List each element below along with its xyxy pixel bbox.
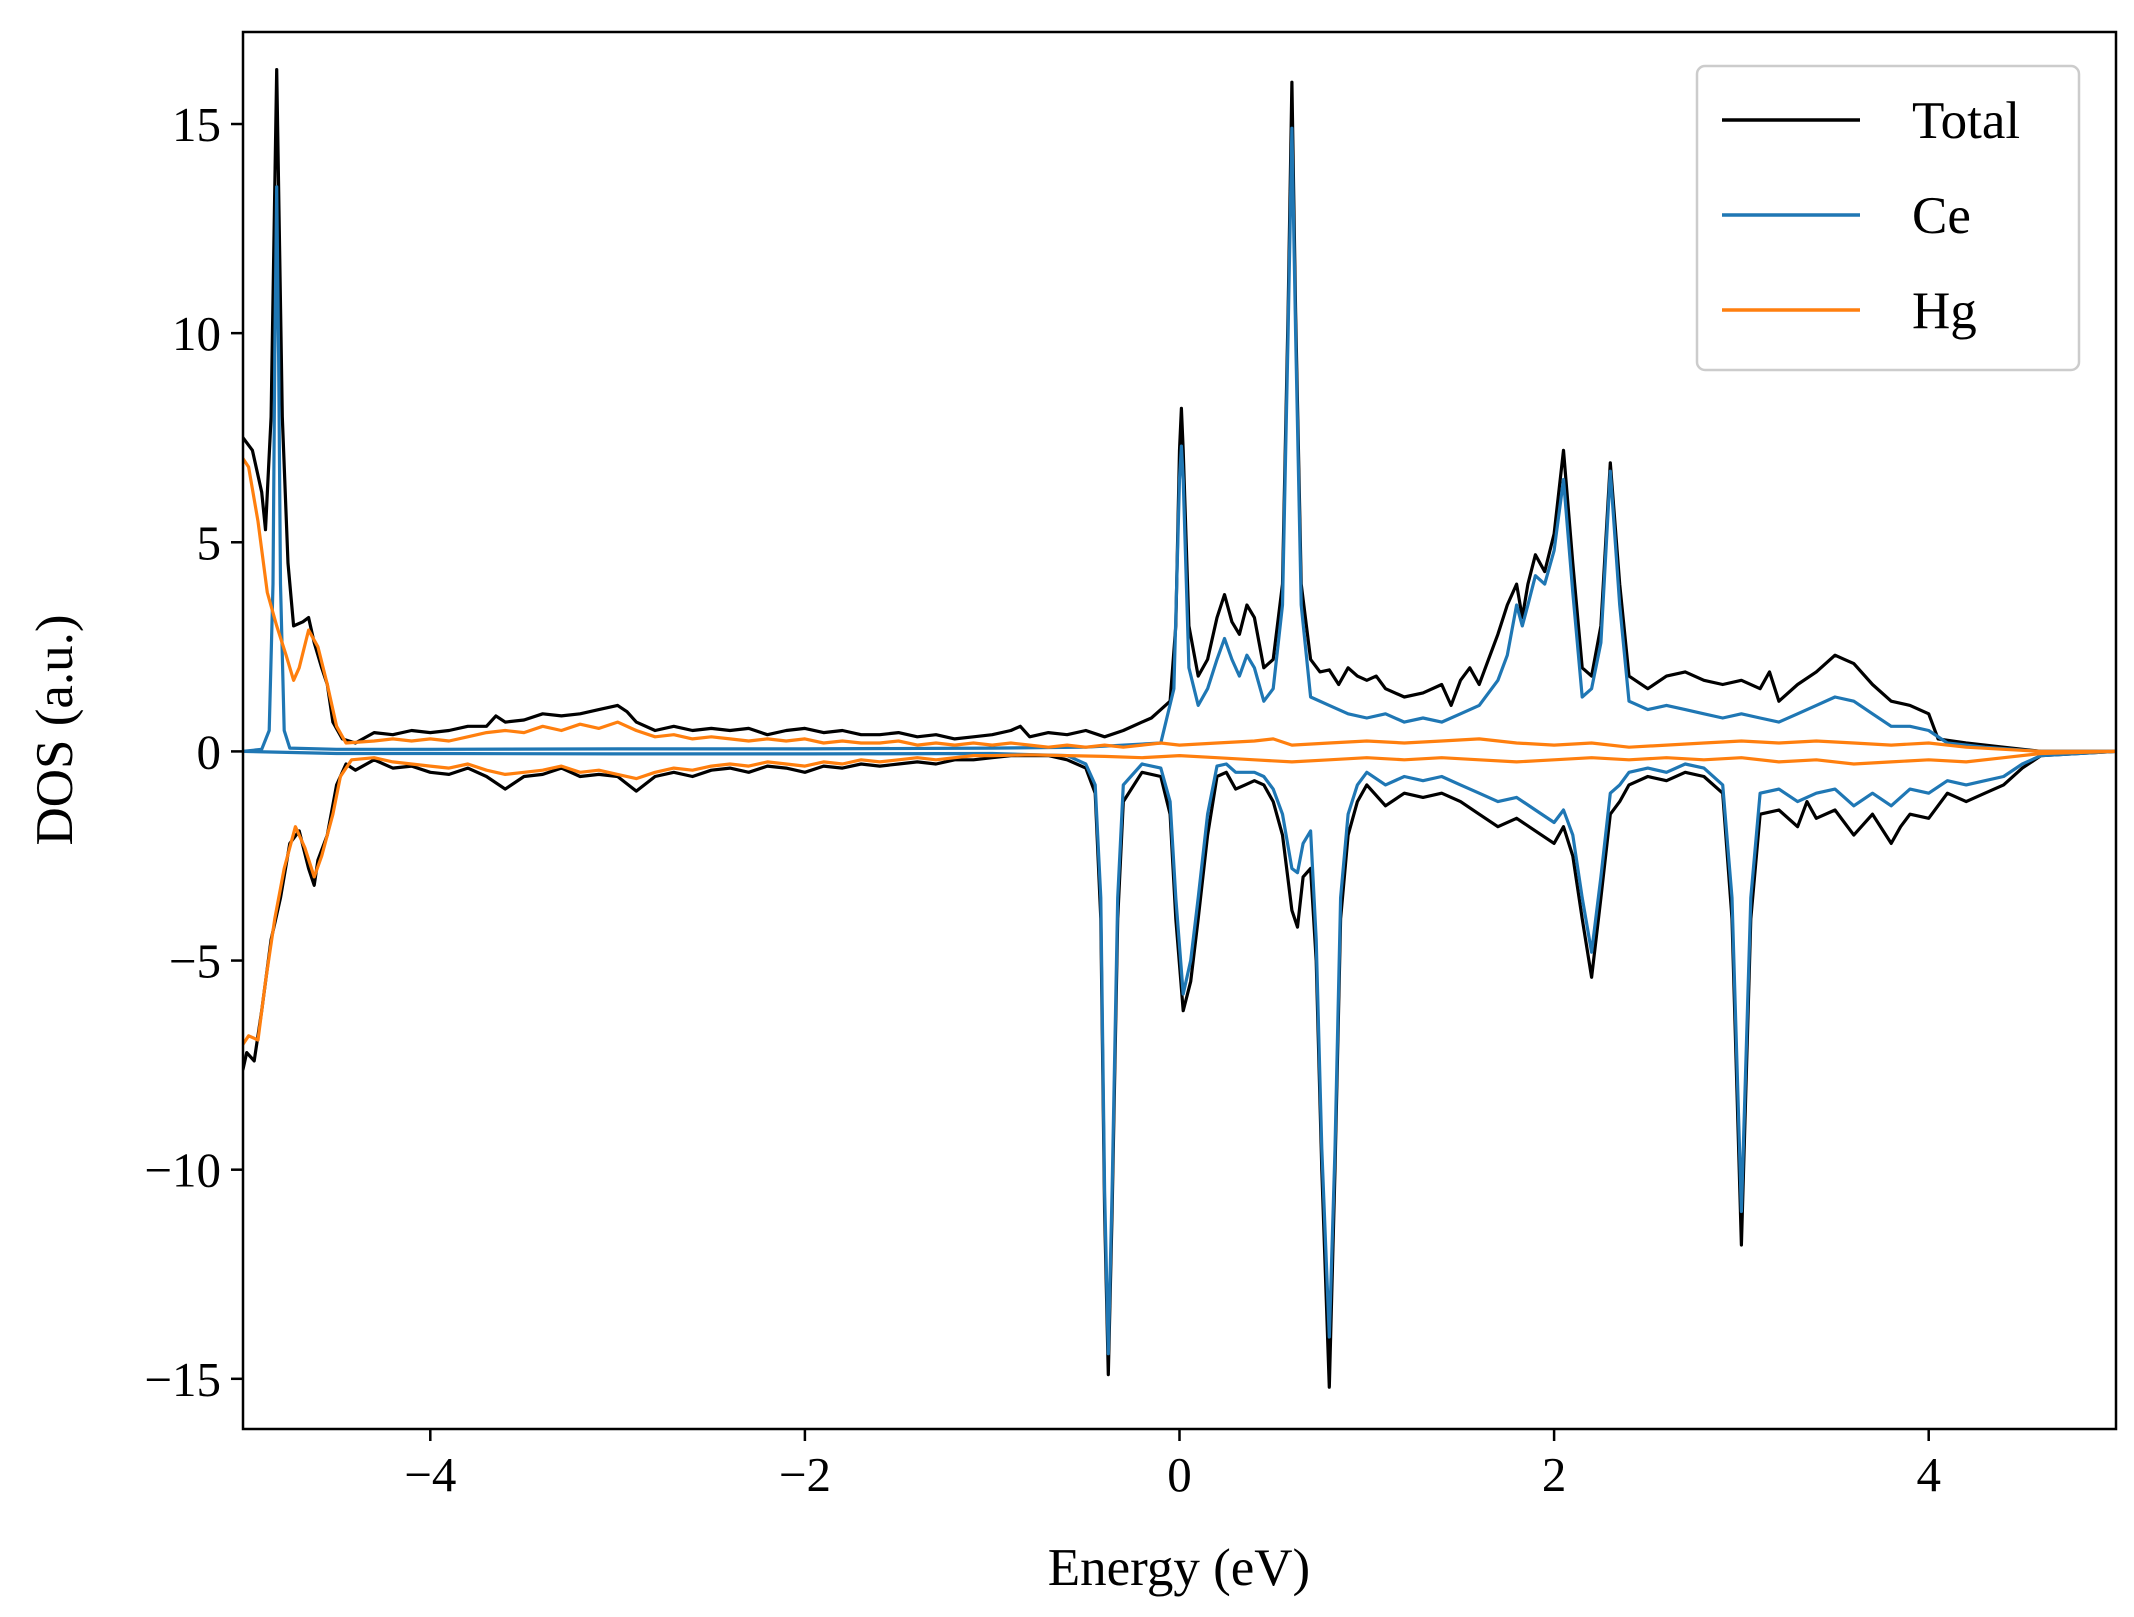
series-line-total-down [243, 749, 2116, 1389]
series-line-hg-down [243, 749, 2116, 1046]
x-tick-label: 0 [1167, 1447, 1192, 1502]
y-axis-label: DOS (a.u.) [26, 614, 84, 845]
legend-label-hg: Hg [1912, 282, 1977, 340]
y-tick-label: −15 [144, 1352, 221, 1407]
y-tick-label: −10 [144, 1143, 221, 1198]
y-tick-label: −5 [169, 934, 221, 989]
y-tick-label: 5 [197, 515, 222, 570]
x-tick-label: −2 [779, 1447, 831, 1502]
axes-layer: −4 −2 0 2 4 −15 −10 −5 0 5 10 15 [144, 30, 2118, 1502]
y-tick-label: 10 [172, 306, 221, 361]
series-layer [243, 68, 2116, 1389]
x-tick-label: −4 [404, 1447, 456, 1502]
series-line-hg-up [243, 457, 2116, 753]
legend: Total Ce Hg [1695, 64, 2081, 372]
y-tick-label: 0 [197, 724, 222, 779]
legend-label-total: Total [1912, 92, 2020, 150]
series-line-ce-up [243, 126, 2116, 753]
legend-label-ce: Ce [1912, 187, 1971, 245]
x-tick-label: 4 [1916, 1447, 1941, 1502]
legend-box [1695, 64, 2081, 372]
x-axis-label: Energy (eV) [1048, 1539, 1310, 1597]
y-tick-label: 15 [172, 97, 221, 152]
series-line-ce-down [243, 749, 2116, 1356]
x-tick-label: 2 [1542, 1447, 1567, 1502]
